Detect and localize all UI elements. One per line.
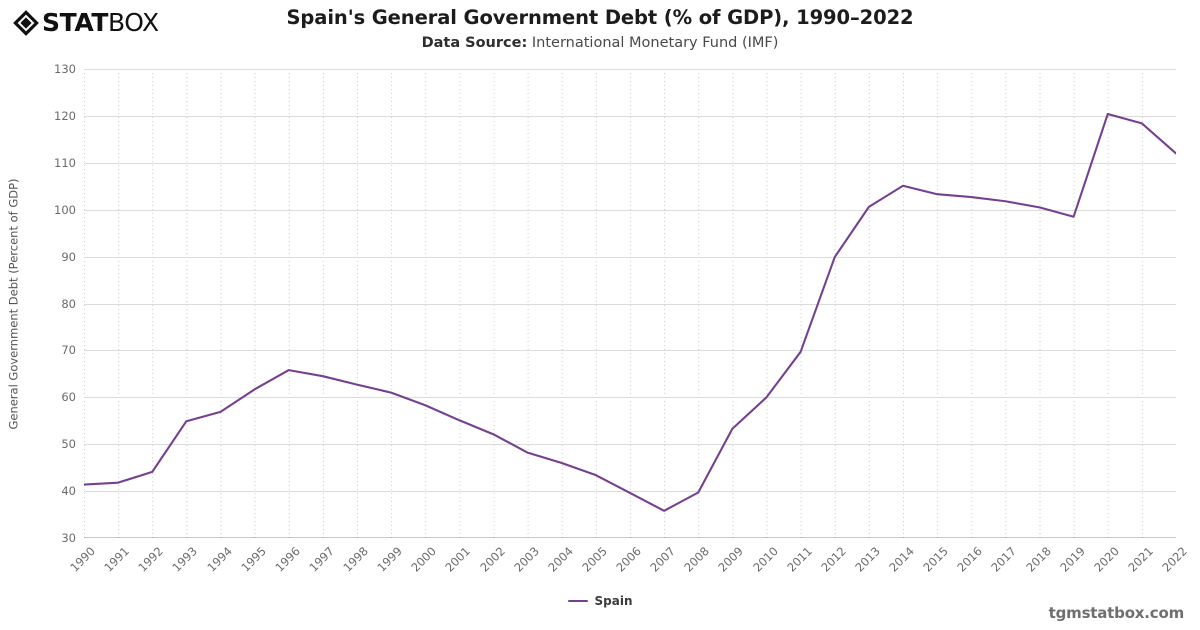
x-axis-tick: 2002	[476, 544, 508, 575]
x-axis-tick: 2018	[1022, 544, 1054, 575]
x-axis-tick: 2009	[715, 544, 747, 575]
y-axis-tick: 110	[54, 155, 76, 170]
site-footer: tgmstatbox.com	[1048, 604, 1185, 622]
y-axis-tick: 40	[61, 484, 76, 499]
chart-subtitle: Data Source: International Monetary Fund…	[0, 35, 1200, 51]
logo-wordmark: STATBOX	[42, 9, 159, 37]
data-source-label: Data Source:	[421, 35, 528, 51]
x-axis-tick: 1990	[67, 544, 98, 575]
x-axis-tick: 2017	[988, 544, 1020, 575]
x-axis-tick: 2011	[783, 544, 815, 575]
y-axis-tick: 80	[61, 296, 76, 311]
x-axis-tick: 2021	[1125, 544, 1156, 575]
x-axis-tick: 2020	[1091, 544, 1122, 575]
x-axis-tick: 2019	[1056, 544, 1088, 575]
diamond-logo-icon	[13, 10, 39, 36]
legend-label-spain: Spain	[594, 594, 633, 608]
x-axis-tick: 1999	[374, 544, 406, 575]
x-axis-tick: 2000	[408, 544, 440, 575]
x-axis-tick: 2013	[852, 544, 883, 575]
chart-svg	[84, 69, 1176, 538]
x-axis-tick: 1997	[306, 544, 337, 575]
y-axis-tick: 100	[54, 202, 76, 217]
y-axis-tick: 120	[54, 108, 76, 123]
x-axis-tick: 2008	[681, 544, 713, 575]
data-source-value: International Monetary Fund (IMF)	[531, 35, 779, 51]
x-axis-tick: 1991	[101, 544, 133, 575]
x-axis-tick: 2006	[613, 544, 644, 575]
x-axis-tick: 1998	[340, 544, 371, 575]
y-axis-tick: 70	[61, 343, 76, 358]
x-axis-tick: 1993	[169, 544, 201, 575]
x-axis-tick: 2003	[510, 544, 542, 575]
x-axis-tick: 2015	[920, 544, 952, 575]
chart-legend: Spain	[0, 594, 1200, 608]
y-axis-tick: 60	[61, 390, 76, 405]
x-axis-tick: 2022	[1159, 544, 1190, 575]
y-axis-tick: 130	[54, 62, 76, 76]
x-axis-tick: 1995	[237, 544, 269, 575]
x-axis-tick: 2016	[954, 544, 986, 575]
logo-wordmark-bold: STAT	[42, 8, 108, 37]
y-axis-tick: 90	[61, 249, 76, 264]
x-axis-tick: 2007	[647, 544, 679, 575]
series-line-spain	[84, 112, 1176, 512]
statbox-logo: STATBOX	[12, 8, 159, 38]
x-axis-tick: 2014	[886, 544, 917, 575]
logo-wordmark-light: BOX	[107, 8, 159, 37]
x-axis-tick: 1994	[203, 544, 235, 575]
x-axis-tick: 1996	[272, 544, 303, 575]
x-axis-tick: 2004	[545, 544, 576, 575]
legend-swatch-spain	[567, 599, 588, 603]
plot-area	[84, 69, 1176, 538]
y-axis-tick: 30	[61, 531, 76, 545]
x-axis-tick: 2005	[579, 544, 610, 575]
x-axis-tick: 2001	[442, 544, 474, 575]
y-axis-tick: 50	[61, 437, 76, 452]
chart-title: Spain's General Government Debt (% of GD…	[286, 6, 914, 29]
x-axis-tick: 1992	[135, 544, 167, 575]
x-axis-tick: 2010	[749, 544, 781, 575]
x-axis-tick: 2012	[818, 544, 849, 575]
